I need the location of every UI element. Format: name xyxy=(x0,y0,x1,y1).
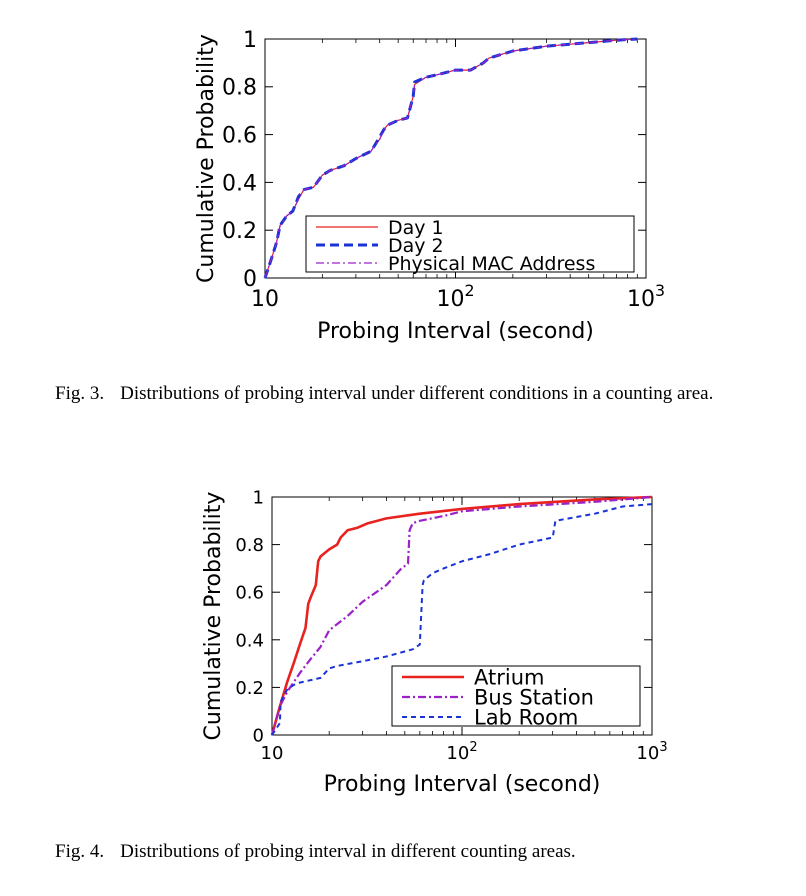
y-tick-label: 0.2 xyxy=(222,219,257,244)
x-tick-label: 10 xyxy=(261,743,284,764)
x-axis-label: Probing Interval (second) xyxy=(317,319,594,344)
series-line-lab-room xyxy=(271,503,653,736)
x-axis-label: Probing Interval (second) xyxy=(324,772,601,797)
figure-4-chart: 10 102 103 0 0.2 0.4 0.6 0.8 1 Probing Interval (… xyxy=(201,487,668,797)
figure-4-caption: Fig. 4. Distributions of probing interval… xyxy=(55,838,806,865)
y-tick-label: 0.2 xyxy=(235,678,264,699)
figure-3-caption-text: Distributions of probing interval under … xyxy=(120,383,714,404)
x-tick-label: 102 xyxy=(446,740,477,764)
y-axis-label: Cumulative Probability xyxy=(201,492,226,741)
x-tick-label: 103 xyxy=(627,281,665,312)
legend-label: Day 1 xyxy=(388,217,444,239)
series-line-bus-station xyxy=(270,495,653,736)
y-tick-label: 0.8 xyxy=(222,76,257,101)
y-tick-label: 0.4 xyxy=(222,171,257,196)
legend-label: Lab Room xyxy=(474,706,578,730)
series-line-physical-mac-address xyxy=(264,38,638,279)
y-tick-label: 0 xyxy=(253,725,264,746)
y-tick-label: 0 xyxy=(243,267,257,292)
legend-label: Atrium xyxy=(474,666,544,690)
figure-3-chart: 10 102 103 0 0.2 0.4 0.6 0.8 1 Probing Interval (… xyxy=(194,28,665,344)
x-tick-label: 10 xyxy=(251,287,279,312)
y-tick-label: 0.8 xyxy=(235,535,264,556)
figure-3-label: Fig. 3. xyxy=(55,383,105,404)
y-tick-label: 1 xyxy=(253,487,264,508)
legend-label: Day 2 xyxy=(388,235,444,257)
y-axis-label: Cumulative Probability xyxy=(194,34,219,283)
figure-3-caption: Fig. 3. Distributions of probing interval… xyxy=(55,380,806,407)
series-line-atrium xyxy=(270,495,653,736)
legend-label: Physical MAC Address xyxy=(388,253,595,275)
legend-label: Bus Station xyxy=(474,686,594,710)
y-tick-label: 0.4 xyxy=(235,630,264,651)
y-tick-label: 0.6 xyxy=(235,583,264,604)
x-tick-label: 102 xyxy=(436,281,474,312)
x-tick-label: 103 xyxy=(636,740,667,764)
y-tick-label: 1 xyxy=(243,28,257,53)
y-tick-label: 0.6 xyxy=(222,124,257,149)
figure-4-caption-text: Distributions of probing interval in dif… xyxy=(120,841,576,862)
figure-4-label: Fig. 4. xyxy=(55,841,105,862)
